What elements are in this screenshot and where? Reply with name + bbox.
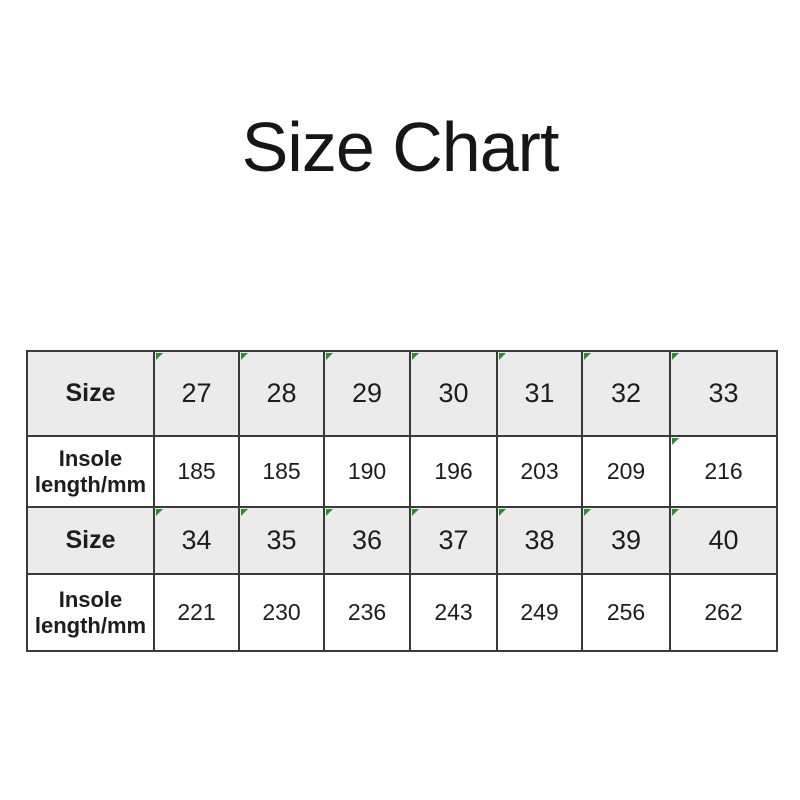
table-value-cell: 216 — [669, 435, 778, 508]
table-value-cell: 185 — [153, 435, 240, 508]
error-indicator-icon — [672, 509, 679, 516]
error-indicator-icon — [499, 509, 506, 516]
cell-value: 249 — [520, 599, 559, 625]
table-value-cell: 203 — [496, 435, 583, 508]
cell-value: 33 — [708, 378, 739, 408]
cell-value: 34 — [181, 525, 212, 555]
table-value-cell: 30 — [409, 350, 498, 437]
error-indicator-icon — [412, 509, 419, 516]
cell-value: 36 — [351, 525, 383, 555]
page-title: Size Chart — [241, 108, 560, 186]
table-value-cell: 28 — [238, 350, 325, 437]
cell-value: 30 — [438, 378, 469, 408]
cell-value: 38 — [524, 525, 555, 555]
error-indicator-icon — [584, 353, 591, 360]
cell-value: 37 — [438, 525, 469, 555]
table-value-cell: 37 — [409, 506, 498, 575]
table-value-cell: 196 — [409, 435, 498, 508]
table-value-cell: 185 — [238, 435, 325, 508]
table-value-cell: 39 — [581, 506, 671, 575]
error-indicator-icon — [584, 509, 591, 516]
table-value-cell: 34 — [153, 506, 240, 575]
row-label-cell: Size — [26, 350, 155, 437]
table-row: Insole length/mm 221 230 236 243 249 256 262 — [26, 573, 778, 652]
error-indicator-icon — [156, 509, 163, 516]
error-indicator-icon — [156, 353, 163, 360]
table-value-cell: 221 — [153, 573, 240, 652]
error-indicator-icon — [326, 509, 333, 516]
cell-value: 39 — [610, 525, 642, 555]
cell-value: 29 — [351, 378, 383, 408]
table-value-cell: 243 — [409, 573, 498, 652]
cell-value: 32 — [610, 378, 642, 408]
row-label-cell: Size — [26, 506, 155, 575]
table-value-cell: 262 — [669, 573, 778, 652]
cell-value: 236 — [347, 599, 387, 625]
table-value-cell: 249 — [496, 573, 583, 652]
table-row: Insole length/mm 185 185 190 196 203 209 216 — [26, 435, 778, 508]
cell-value: 243 — [434, 599, 473, 625]
table-value-cell: 29 — [323, 350, 411, 437]
error-indicator-icon — [412, 353, 419, 360]
cell-value: 262 — [704, 599, 743, 625]
cell-value: 256 — [606, 599, 646, 625]
row-label: Insole length/mm — [34, 445, 147, 497]
table-row: Size 27 28 29 30 31 32 33 — [26, 350, 778, 437]
error-indicator-icon — [672, 353, 679, 360]
table-value-cell: 35 — [238, 506, 325, 575]
table-value-cell: 256 — [581, 573, 671, 652]
error-indicator-icon — [326, 353, 333, 360]
table-value-cell: 209 — [581, 435, 671, 508]
table-value-cell: 40 — [669, 506, 778, 575]
size-chart-table: Size 27 28 29 30 31 32 33 Insole length/mm 185 185… — [26, 350, 778, 652]
table-value-cell: 38 — [496, 506, 583, 575]
table-value-cell: 190 — [323, 435, 411, 508]
table-value-cell: 236 — [323, 573, 411, 652]
cell-value: 230 — [262, 599, 301, 625]
cell-value: 209 — [606, 458, 646, 484]
row-label-cell: Insole length/mm — [26, 573, 155, 652]
row-label-cell: Insole length/mm — [26, 435, 155, 508]
table-value-cell: 230 — [238, 573, 325, 652]
cell-value: 40 — [708, 525, 739, 555]
row-label: Size — [65, 526, 116, 554]
error-indicator-icon — [499, 353, 506, 360]
row-label: Insole length/mm — [34, 586, 147, 638]
cell-value: 216 — [704, 458, 743, 484]
cell-value: 35 — [266, 525, 297, 555]
table-value-cell: 33 — [669, 350, 778, 437]
cell-value: 190 — [347, 458, 387, 484]
error-indicator-icon — [241, 509, 248, 516]
cell-value: 196 — [434, 458, 473, 484]
row-label: Size — [65, 379, 116, 407]
cell-value: 27 — [181, 378, 212, 408]
table-row: Size 34 35 36 37 38 39 40 — [26, 506, 778, 575]
cell-value: 28 — [266, 378, 297, 408]
table-value-cell: 32 — [581, 350, 671, 437]
table-value-cell: 36 — [323, 506, 411, 575]
size-table-body: Size 27 28 29 30 31 32 33 Insole length/mm 185 185… — [26, 350, 778, 652]
error-indicator-icon — [672, 438, 679, 445]
table-value-cell: 27 — [153, 350, 240, 437]
table-value-cell: 31 — [496, 350, 583, 437]
cell-value: 203 — [520, 458, 559, 484]
cell-value: 221 — [177, 599, 216, 625]
cell-value: 185 — [177, 458, 216, 484]
cell-value: 185 — [262, 458, 301, 484]
cell-value: 31 — [524, 378, 555, 408]
error-indicator-icon — [241, 353, 248, 360]
